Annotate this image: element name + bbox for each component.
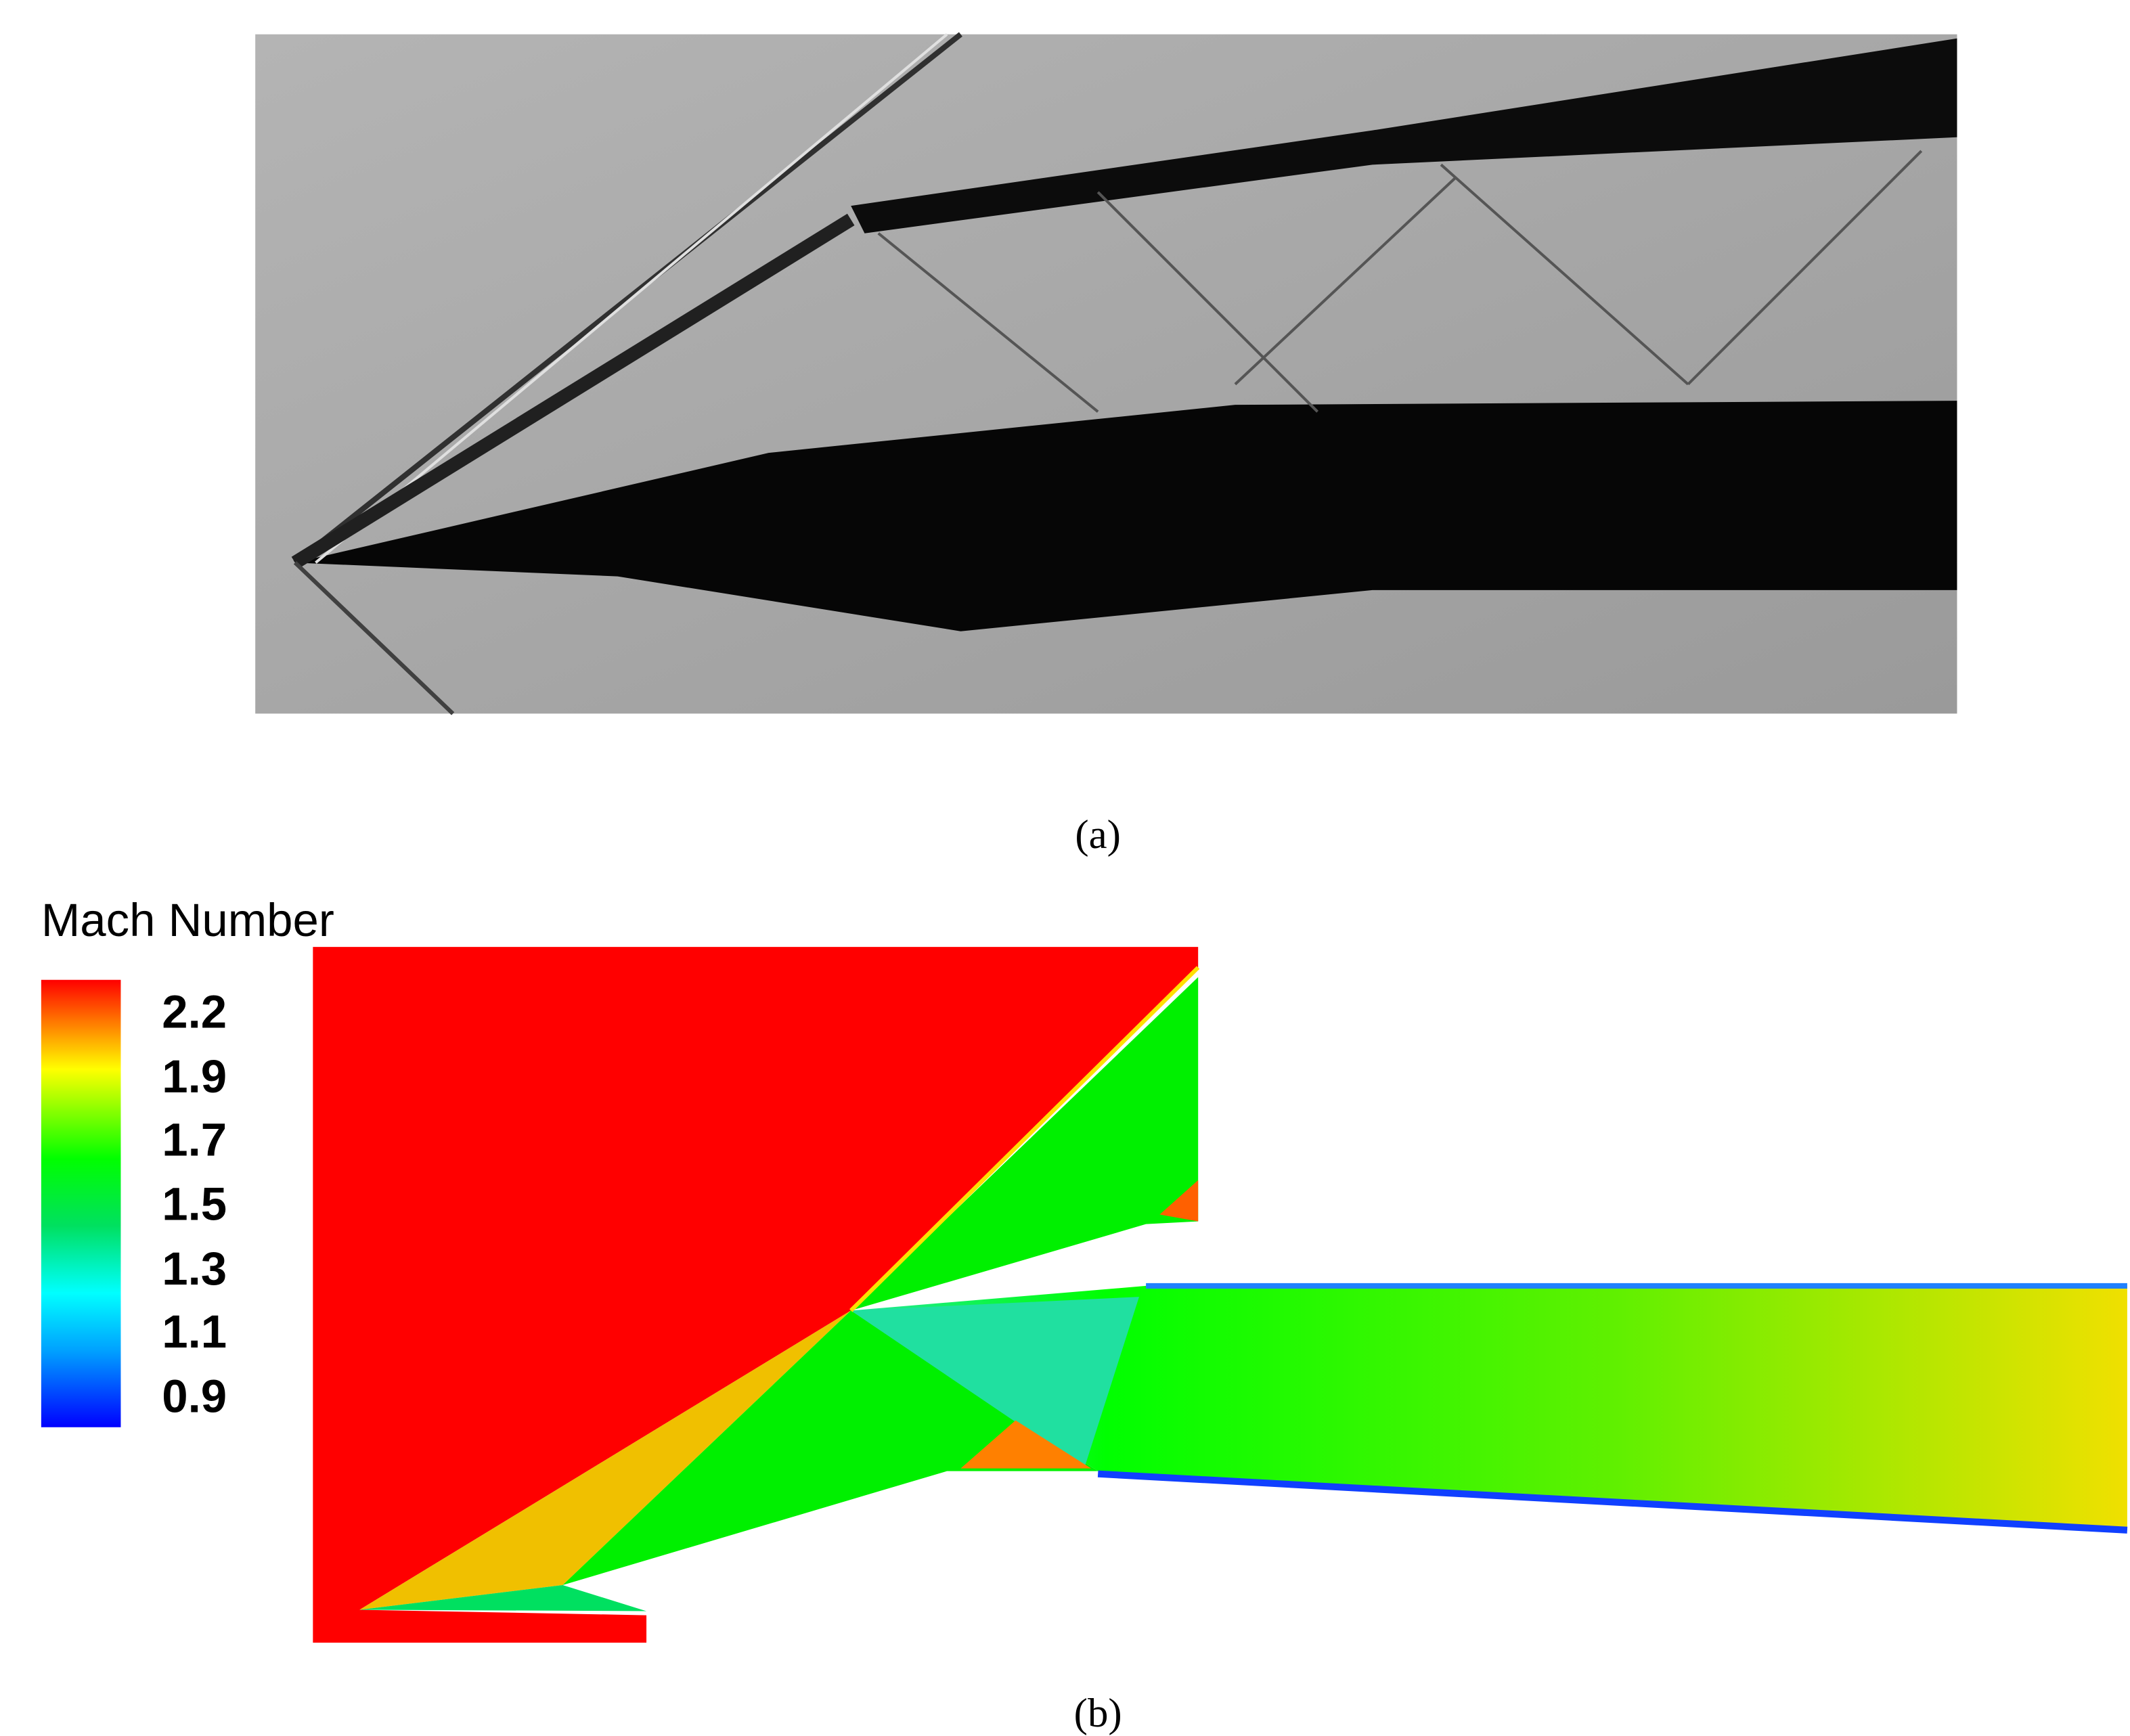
colorbar-title: Mach Number: [41, 894, 334, 946]
mach-contour: [313, 947, 2128, 1643]
colorbar-label: 1.3: [162, 1243, 227, 1295]
schlieren-image: [255, 32, 1957, 715]
colorbar-label: 1.5: [162, 1178, 227, 1230]
colorbar-label: 1.1: [162, 1306, 227, 1358]
caption: (a): [1075, 812, 1121, 858]
colorbar-label: 2.2: [162, 986, 227, 1038]
colorbar-label: 1.9: [162, 1050, 227, 1103]
caption: (b): [1074, 1691, 1122, 1736]
colorbar-label: 0.9: [162, 1370, 227, 1422]
colorbar-labels: 2.2 1.9 1.7 1.5 1.3 1.1 0.9: [162, 986, 227, 1423]
colorbar: [41, 979, 121, 1427]
colorbar-label: 1.7: [162, 1113, 227, 1165]
